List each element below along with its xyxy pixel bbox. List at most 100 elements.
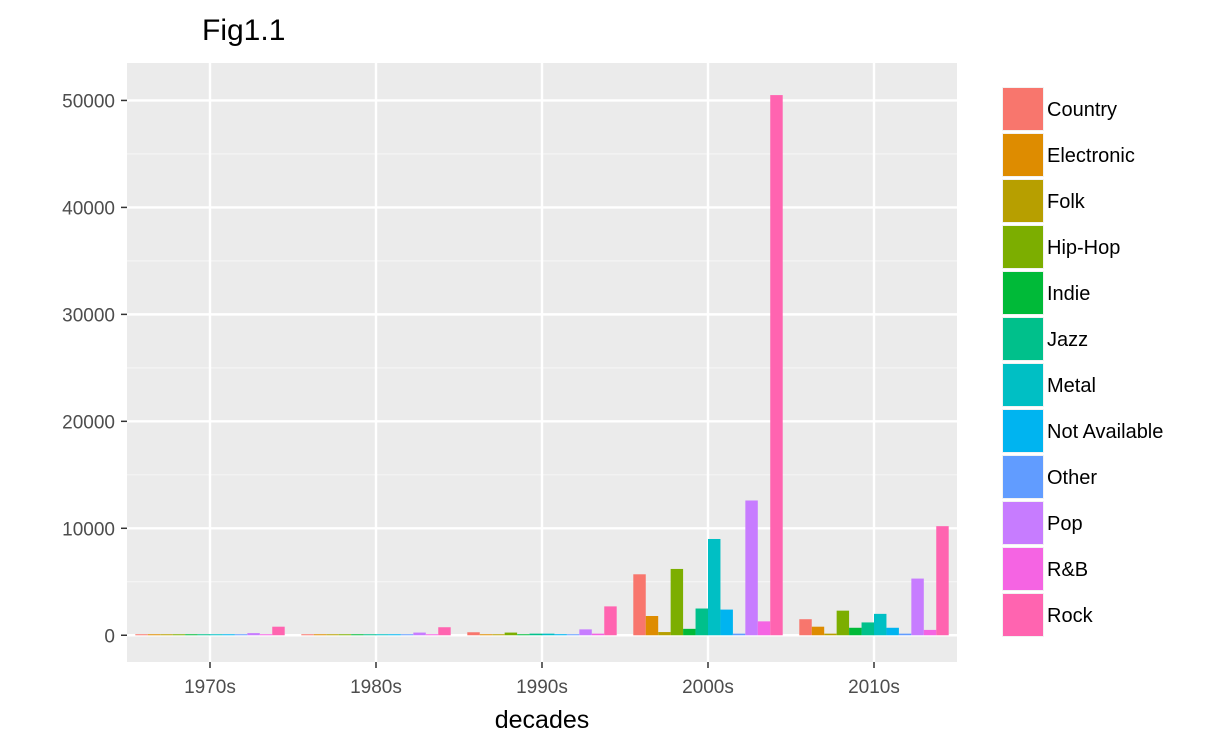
legend-item: R&B <box>1002 547 1088 591</box>
bar <box>197 634 210 636</box>
legend-item: Electronic <box>1002 133 1135 177</box>
bar <box>517 634 530 636</box>
x-axis-title: decades <box>495 706 590 734</box>
legend-label: Hip-Hop <box>1047 237 1120 259</box>
bar <box>633 574 646 636</box>
y-tick-label: 50000 <box>62 91 115 112</box>
bar <box>492 634 505 636</box>
bar <box>313 634 327 636</box>
legend-item: Country <box>1002 87 1117 131</box>
bar <box>936 526 949 636</box>
legend-label: Jazz <box>1047 329 1088 351</box>
bar <box>670 568 684 636</box>
y-tick-label: 0 <box>104 626 115 647</box>
bar <box>160 634 173 636</box>
legend-key-swatch <box>1003 318 1043 360</box>
bar <box>898 633 912 636</box>
bar <box>658 632 671 636</box>
bar <box>874 613 887 636</box>
bar <box>554 634 567 636</box>
bar <box>363 634 376 636</box>
axes: 0 10000 20000 30000 40000 50000 1970s 1980s 1990… <box>62 91 900 698</box>
legend-key-swatch <box>1003 180 1043 222</box>
legend: Country Electronic Folk Hip-Hop Indie Jazz Met… <box>1002 87 1163 637</box>
bar <box>172 634 186 636</box>
x-tick-label: 1980s <box>350 677 402 698</box>
bar <box>911 578 924 636</box>
bar <box>849 627 862 636</box>
legend-label: R&B <box>1047 559 1088 581</box>
bar <box>234 634 248 636</box>
legend-key-swatch <box>1003 272 1043 314</box>
legend-key-swatch <box>1003 594 1043 636</box>
bar <box>770 95 783 636</box>
legend-item: Jazz <box>1002 317 1088 361</box>
bars <box>135 95 949 636</box>
bar <box>695 608 708 636</box>
legend-label: Country <box>1047 99 1117 121</box>
legend-label: Electronic <box>1047 145 1135 167</box>
legend-item: Folk <box>1002 179 1086 223</box>
y-tick-label: 30000 <box>62 305 115 326</box>
legend-key-swatch <box>1003 548 1043 590</box>
legend-key-swatch <box>1003 456 1043 498</box>
bar <box>604 606 617 636</box>
legend-item: Other <box>1002 455 1097 499</box>
bar <box>376 634 389 636</box>
legend-key-swatch <box>1003 226 1043 268</box>
bar <box>479 634 493 636</box>
bar <box>210 634 223 636</box>
bar <box>301 634 314 636</box>
legend-item: Indie <box>1002 271 1090 315</box>
legend-label: Folk <box>1047 191 1086 213</box>
chart-title: Fig1.1 <box>202 14 285 47</box>
bar <box>732 633 746 636</box>
bar <box>799 619 812 636</box>
bar <box>259 634 273 636</box>
legend-key-swatch <box>1003 364 1043 406</box>
bar <box>591 633 605 636</box>
bar <box>529 633 542 636</box>
legend-item: Not Available <box>1002 409 1163 453</box>
legend-item: Metal <box>1002 363 1096 407</box>
bar <box>645 616 659 636</box>
y-tick-label: 40000 <box>62 198 115 219</box>
legend-item: Hip-Hop <box>1002 225 1120 269</box>
x-tick-label: 1970s <box>184 677 236 698</box>
bar <box>757 621 771 636</box>
bar <box>425 634 439 636</box>
x-tick-label: 1990s <box>516 677 568 698</box>
bar <box>861 622 874 636</box>
legend-label: Rock <box>1047 605 1094 627</box>
legend-key-swatch <box>1003 410 1043 452</box>
legend-label: Other <box>1047 467 1097 489</box>
legend-label: Pop <box>1047 513 1083 535</box>
bar <box>338 634 352 636</box>
bar <box>923 629 937 636</box>
x-tick-label: 2010s <box>848 677 900 698</box>
bar <box>745 500 758 636</box>
legend-label: Indie <box>1047 283 1090 305</box>
legend-label: Metal <box>1047 375 1096 397</box>
legend-item: Pop <box>1002 501 1083 545</box>
y-tick-label: 20000 <box>62 412 115 433</box>
bar <box>824 633 837 636</box>
bar <box>272 626 285 636</box>
bar <box>247 633 260 636</box>
bar <box>438 627 451 636</box>
x-tick-label: 2000s <box>682 677 734 698</box>
bar <box>720 609 733 636</box>
gridlines <box>127 63 957 662</box>
bar <box>400 634 414 636</box>
bar <box>504 632 518 636</box>
bar <box>683 628 696 636</box>
legend-key-swatch <box>1003 88 1043 130</box>
bar <box>566 634 580 636</box>
legend-key-swatch <box>1003 502 1043 544</box>
bar <box>222 634 235 636</box>
bar <box>708 538 721 636</box>
bar <box>542 633 555 636</box>
bar <box>351 634 364 636</box>
bar <box>886 627 899 636</box>
